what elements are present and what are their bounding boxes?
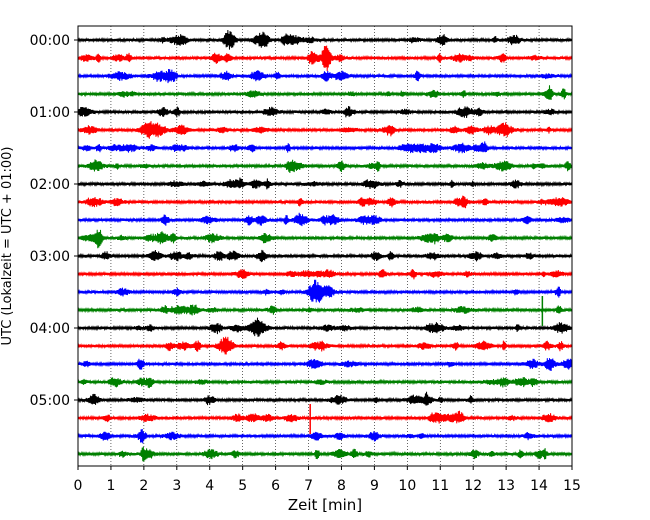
trace-0430 bbox=[77, 358, 573, 371]
trace-layer bbox=[77, 29, 573, 462]
x-tick-label: 9 bbox=[370, 478, 379, 494]
grid-layer bbox=[110, 26, 540, 466]
trace-0315 bbox=[77, 268, 573, 280]
trace-0230 bbox=[77, 212, 573, 227]
x-tick-label: 13 bbox=[497, 478, 515, 494]
x-tick-label: 7 bbox=[304, 478, 313, 494]
x-tick-label: 4 bbox=[205, 478, 214, 494]
trace-0200 bbox=[77, 177, 573, 190]
x-axis-label: Zeit [min] bbox=[288, 496, 362, 514]
x-tick-label: 12 bbox=[464, 478, 482, 494]
trace-0030 bbox=[77, 68, 573, 84]
trace-0045 bbox=[77, 85, 573, 100]
y-tick-label: 04:00 bbox=[30, 321, 70, 337]
trace-0515 bbox=[77, 410, 573, 424]
x-tick-label: 3 bbox=[172, 478, 181, 494]
trace-0015 bbox=[77, 45, 573, 72]
trace-0300 bbox=[77, 249, 573, 263]
y-axis: 00:00 01:00 02:00 03:00 04:00 05:00 bbox=[30, 33, 78, 409]
trace-0330 bbox=[77, 279, 573, 303]
x-tick-label: 2 bbox=[139, 478, 148, 494]
x-tick-label: 0 bbox=[74, 478, 83, 494]
y-axis-label: UTC (Lokalzeit = UTC + 01:00) bbox=[0, 147, 15, 346]
x-tick-label: 6 bbox=[271, 478, 280, 494]
y-tick-label: 00:00 bbox=[30, 33, 70, 49]
trace-0145 bbox=[77, 159, 573, 173]
y-tick-label: 02:00 bbox=[30, 177, 70, 193]
x-tick-label: 15 bbox=[563, 478, 581, 494]
trace-0100 bbox=[77, 105, 573, 119]
x-tick-label: 11 bbox=[431, 478, 449, 494]
trace-0400 bbox=[77, 317, 573, 337]
trace-0000 bbox=[77, 29, 573, 50]
trace-0445 bbox=[77, 376, 573, 389]
plot-frame bbox=[77, 25, 573, 467]
x-tick-label: 8 bbox=[337, 478, 346, 494]
trace-0530 bbox=[77, 428, 573, 444]
x-tick-label: 5 bbox=[238, 478, 247, 494]
y-tick-label: 01:00 bbox=[30, 105, 70, 121]
x-tick-label: 10 bbox=[398, 478, 416, 494]
trace-0245 bbox=[77, 229, 573, 249]
x-tick-label: 1 bbox=[106, 478, 115, 494]
y-tick-label: 03:00 bbox=[30, 249, 70, 265]
x-axis: 0 1 2 3 4 5 6 7 8 9 10 11 12 13 14 15 bbox=[74, 466, 581, 494]
trace-0415 bbox=[77, 336, 573, 355]
x-tick-label: 14 bbox=[530, 478, 548, 494]
y-tick-label: 05:00 bbox=[30, 393, 70, 409]
